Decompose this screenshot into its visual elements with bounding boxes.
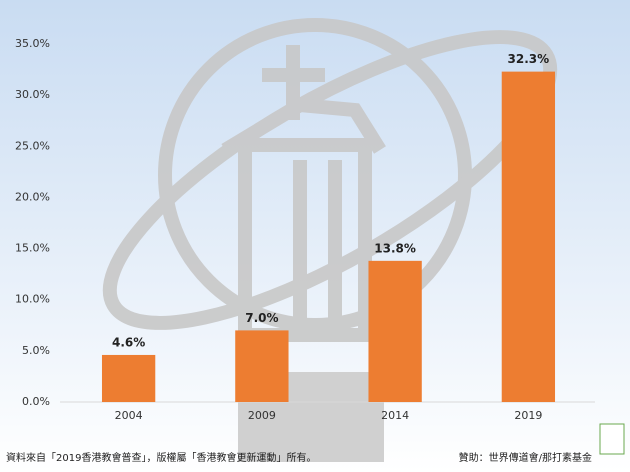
y-tick-label: 15.0% bbox=[15, 242, 50, 255]
sponsor-note: 贊助：世界傳道會/那打素基金 bbox=[459, 451, 592, 464]
value-label: 32.3% bbox=[508, 52, 550, 66]
y-tick-label: 5.0% bbox=[22, 344, 50, 357]
bar bbox=[501, 71, 556, 403]
bar bbox=[368, 260, 422, 402]
y-tick-label: 20.0% bbox=[15, 190, 50, 203]
y-tick-label: 30.0% bbox=[15, 88, 50, 101]
x-tick-label: 2009 bbox=[248, 409, 276, 422]
sponsor-logo bbox=[599, 423, 625, 455]
y-tick-label: 25.0% bbox=[15, 139, 50, 152]
value-label: 7.0% bbox=[245, 311, 278, 325]
value-label: 13.8% bbox=[374, 241, 416, 255]
y-tick-label: 35.0% bbox=[15, 37, 50, 50]
bar bbox=[101, 354, 156, 402]
y-tick-label: 10.0% bbox=[15, 293, 50, 306]
bar bbox=[235, 330, 289, 402]
watermark-logo bbox=[102, 18, 558, 342]
x-tick-label: 2004 bbox=[115, 409, 143, 422]
x-tick-label: 2019 bbox=[514, 409, 542, 422]
value-label: 4.6% bbox=[112, 335, 145, 349]
source-note: 資料來自「2019香港教會普查」，版權屬「香港教會更新運動」所有。 bbox=[6, 451, 316, 464]
x-tick-label: 2014 bbox=[381, 409, 409, 422]
y-tick-label: 0.0% bbox=[22, 395, 50, 408]
